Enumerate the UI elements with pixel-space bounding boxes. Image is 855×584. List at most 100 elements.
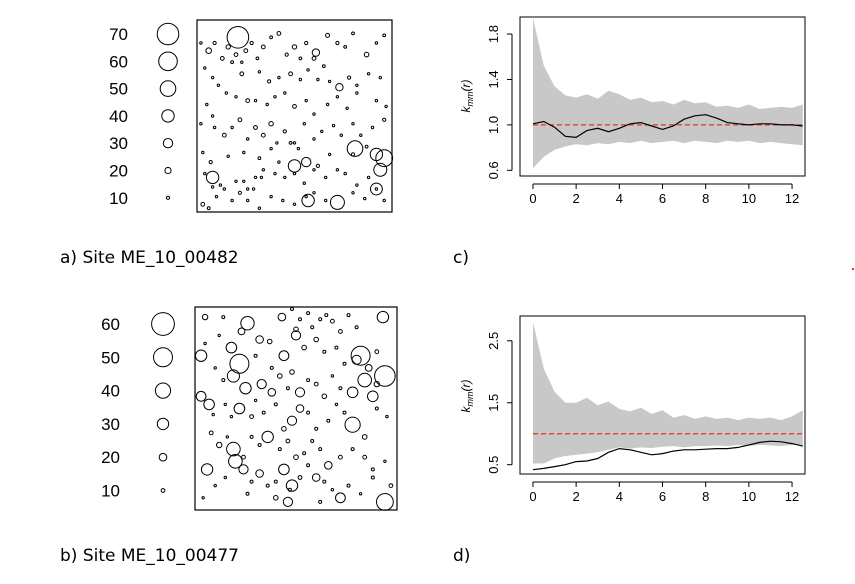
point-b-65 bbox=[261, 410, 266, 415]
point-a-141 bbox=[382, 198, 386, 203]
legend-circle-b-2 bbox=[154, 382, 172, 399]
point-a-62 bbox=[374, 98, 379, 103]
point-b-47 bbox=[306, 378, 311, 383]
point-b-3 bbox=[237, 327, 246, 336]
point-b-43 bbox=[277, 373, 283, 379]
point-b-115 bbox=[346, 483, 351, 488]
point-a-80 bbox=[339, 133, 343, 137]
point-b-121 bbox=[245, 491, 250, 496]
point-b-102 bbox=[238, 464, 249, 475]
point-b-52 bbox=[346, 386, 359, 399]
point-b-0 bbox=[201, 313, 209, 321]
point-a-4 bbox=[219, 56, 225, 61]
point-a-70 bbox=[253, 125, 258, 130]
point-a-81 bbox=[351, 122, 355, 126]
point-a-79 bbox=[331, 123, 336, 128]
point-a-42 bbox=[347, 75, 352, 80]
envelope-c bbox=[533, 18, 803, 169]
point-b-18 bbox=[354, 325, 359, 330]
point-b-101 bbox=[228, 454, 243, 469]
point-a-93 bbox=[296, 146, 301, 151]
point-b-111 bbox=[311, 473, 321, 482]
point-b-97 bbox=[370, 467, 375, 472]
point-a-137 bbox=[329, 194, 345, 210]
point-b-90 bbox=[302, 451, 307, 456]
point-b-32 bbox=[351, 354, 362, 365]
point-a-104 bbox=[218, 183, 223, 187]
point-a-124 bbox=[214, 194, 219, 199]
point-b-41 bbox=[256, 379, 267, 390]
point-b-78 bbox=[385, 414, 389, 419]
point-a-29 bbox=[203, 66, 207, 70]
point-b-12 bbox=[310, 325, 315, 330]
point-a-143 bbox=[210, 185, 215, 189]
point-b-45 bbox=[289, 369, 295, 375]
point-a-43 bbox=[355, 83, 359, 88]
point-a-118 bbox=[366, 175, 371, 180]
point-a-60 bbox=[345, 106, 349, 111]
point-b-30 bbox=[334, 345, 339, 350]
legend-label-b-2: 40 bbox=[101, 382, 120, 401]
point-a-84 bbox=[382, 117, 387, 122]
point-a-111 bbox=[292, 171, 297, 176]
caption-c: c) bbox=[453, 248, 469, 268]
point-b-96 bbox=[362, 454, 368, 460]
point-b-86 bbox=[261, 430, 274, 444]
point-b-60 bbox=[223, 402, 228, 407]
point-b-103 bbox=[249, 479, 254, 484]
point-a-32 bbox=[239, 71, 245, 77]
point-a-108 bbox=[261, 168, 265, 172]
legend-circle-a-5 bbox=[164, 166, 172, 175]
legend-label-a-3: 40 bbox=[109, 107, 128, 126]
point-a-48 bbox=[210, 114, 215, 118]
x-tick-label-c-2: 4 bbox=[616, 191, 623, 206]
point-a-138 bbox=[351, 191, 355, 195]
caption-a: a) Site ME_10_00482 bbox=[60, 248, 239, 268]
point-a-140 bbox=[370, 182, 383, 196]
point-a-35 bbox=[277, 75, 281, 80]
point-b-26 bbox=[290, 330, 302, 341]
point-b-8 bbox=[290, 307, 294, 311]
point-a-38 bbox=[306, 68, 310, 72]
point-b-112 bbox=[322, 479, 327, 484]
x-tick-label-c-0: 0 bbox=[529, 191, 536, 206]
y-axis-label-c: kmm(r) bbox=[459, 80, 475, 113]
point-a-87 bbox=[226, 154, 230, 159]
point-b-6 bbox=[266, 338, 273, 345]
point-a-142 bbox=[251, 187, 256, 191]
legend-circle-b-4 bbox=[158, 452, 168, 462]
point-a-102 bbox=[203, 171, 207, 176]
point-a-22 bbox=[335, 40, 340, 46]
point-b-99 bbox=[213, 483, 217, 488]
point-b-24 bbox=[269, 365, 274, 370]
point-b-98 bbox=[200, 463, 214, 476]
point-a-78 bbox=[320, 129, 324, 134]
point-a-27 bbox=[199, 41, 203, 45]
point-b-14 bbox=[324, 313, 329, 318]
point-b-59 bbox=[211, 412, 215, 417]
point-a-131 bbox=[281, 198, 285, 203]
point-b-92 bbox=[318, 447, 323, 452]
point-a-47 bbox=[205, 102, 209, 107]
point-a-75 bbox=[292, 141, 297, 145]
point-a-3 bbox=[212, 40, 217, 46]
point-b-80 bbox=[216, 441, 223, 449]
point-a-109 bbox=[273, 171, 277, 176]
point-a-77 bbox=[312, 137, 316, 141]
point-b-72 bbox=[326, 418, 331, 423]
point-a-13 bbox=[269, 35, 274, 40]
point-b-35 bbox=[374, 349, 380, 355]
point-a-14 bbox=[276, 31, 282, 36]
point-b-118 bbox=[383, 459, 387, 463]
point-a-31 bbox=[216, 83, 221, 88]
y-label-base-c: k bbox=[459, 106, 473, 113]
point-b-71 bbox=[314, 426, 319, 431]
point-b-39 bbox=[226, 369, 240, 383]
point-b-122 bbox=[273, 495, 279, 501]
point-b-91 bbox=[310, 439, 315, 443]
point-a-106 bbox=[246, 187, 250, 191]
legend-circle-a-0 bbox=[156, 22, 180, 46]
point-b-73 bbox=[334, 402, 339, 407]
point-a-0 bbox=[226, 26, 250, 49]
point-b-100 bbox=[223, 475, 228, 480]
